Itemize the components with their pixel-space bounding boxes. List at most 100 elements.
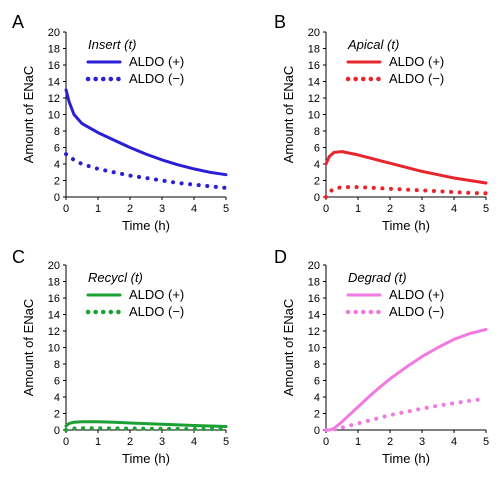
series-line-aldo-minus (324, 185, 488, 199)
y-tick-label: 14 (308, 310, 320, 322)
y-tick-label: 10 (308, 343, 320, 355)
x-tick-label: 5 (483, 436, 489, 448)
panel-letter: B (274, 12, 286, 32)
x-tick-label: 4 (191, 436, 197, 448)
series-line-aldo-plus (324, 150, 488, 185)
y-tick-label: 18 (308, 277, 320, 289)
chart-title: Recycl (t) (88, 270, 143, 285)
legend-label: ALDO (+) (129, 54, 184, 69)
y-tick-label: 4 (54, 159, 60, 171)
y-tick-label: 20 (308, 27, 320, 39)
y-tick-label: 18 (308, 44, 320, 56)
y-tick-label: 6 (54, 376, 60, 388)
y-tick-label: 12 (48, 326, 60, 338)
y-tick-label: 4 (314, 159, 320, 171)
y-tick-label: 12 (308, 326, 320, 338)
x-axis-title: Time (h) (382, 451, 430, 466)
y-tick-label: 16 (308, 60, 320, 72)
y-tick-label: 18 (48, 44, 60, 56)
x-tick-label: 5 (483, 203, 489, 215)
y-tick-label: 18 (48, 277, 60, 289)
y-tick-label: 20 (48, 27, 60, 39)
y-tick-label: 10 (48, 110, 60, 122)
chart-title: Insert (t) (88, 37, 136, 52)
x-tick-label: 5 (223, 436, 229, 448)
series-line-aldo-minus (64, 152, 228, 190)
y-axis-title: Amount of ENaC (21, 66, 36, 164)
y-tick-label: 20 (308, 260, 320, 272)
legend-label: ALDO (+) (389, 287, 444, 302)
y-tick-label: 0 (314, 192, 320, 204)
y-tick-label: 2 (314, 176, 320, 188)
y-tick-label: 16 (48, 293, 60, 305)
x-tick-label: 2 (127, 203, 133, 215)
y-tick-label: 16 (308, 293, 320, 305)
y-tick-label: 0 (54, 425, 60, 437)
x-tick-label: 4 (191, 203, 197, 215)
x-tick-label: 1 (95, 436, 101, 448)
x-tick-label: 2 (387, 203, 393, 215)
y-axis-title: Amount of ENaC (21, 299, 36, 397)
y-tick-label: 14 (48, 310, 60, 322)
x-tick-label: 4 (451, 436, 457, 448)
legend-label: ALDO (−) (389, 71, 444, 86)
y-tick-label: 2 (54, 409, 60, 421)
chart-title: Apical (t) (347, 37, 399, 52)
x-tick-label: 0 (63, 436, 69, 448)
chart-title: Degrad (t) (348, 270, 407, 285)
x-tick-label: 1 (355, 436, 361, 448)
x-tick-label: 3 (159, 203, 165, 215)
x-tick-label: 1 (355, 203, 361, 215)
series-line-aldo-minus (324, 396, 488, 432)
y-tick-label: 6 (54, 143, 60, 155)
y-tick-label: 14 (48, 77, 60, 89)
series-line-aldo-plus (324, 327, 488, 432)
x-tick-label: 1 (95, 203, 101, 215)
series-line-aldo-minus (64, 426, 228, 432)
x-tick-label: 5 (223, 203, 229, 215)
x-tick-label: 4 (451, 203, 457, 215)
x-tick-label: 0 (323, 203, 329, 215)
y-tick-label: 2 (314, 409, 320, 421)
y-axis-title: Amount of ENaC (281, 299, 296, 397)
y-tick-label: 8 (314, 126, 320, 138)
y-tick-label: 6 (314, 143, 320, 155)
x-axis-title: Time (h) (122, 218, 170, 233)
series-line-aldo-plus (64, 88, 228, 177)
legend-label: ALDO (−) (129, 304, 184, 319)
y-tick-label: 12 (308, 93, 320, 105)
x-tick-label: 3 (159, 436, 165, 448)
y-tick-label: 16 (48, 60, 60, 72)
x-tick-label: 0 (323, 436, 329, 448)
y-tick-label: 10 (48, 343, 60, 355)
panel-letter: A (12, 12, 24, 32)
panel-letter: C (12, 247, 25, 267)
y-tick-label: 20 (48, 260, 60, 272)
y-tick-label: 8 (314, 359, 320, 371)
x-tick-label: 2 (127, 436, 133, 448)
y-tick-label: 14 (308, 77, 320, 89)
y-tick-label: 6 (314, 376, 320, 388)
series-line-aldo-plus (64, 420, 228, 428)
legend-label: ALDO (+) (129, 287, 184, 302)
y-tick-label: 8 (54, 126, 60, 138)
legend-label: ALDO (−) (129, 71, 184, 86)
x-tick-label: 3 (419, 203, 425, 215)
y-tick-label: 10 (308, 110, 320, 122)
y-tick-label: 4 (314, 392, 320, 404)
legend-label: ALDO (−) (389, 304, 444, 319)
y-tick-label: 4 (54, 392, 60, 404)
legend-label: ALDO (+) (389, 54, 444, 69)
x-tick-label: 2 (387, 436, 393, 448)
y-tick-label: 8 (54, 359, 60, 371)
y-tick-label: 0 (314, 425, 320, 437)
x-axis-title: Time (h) (382, 218, 430, 233)
y-tick-label: 12 (48, 93, 60, 105)
y-tick-label: 2 (54, 176, 60, 188)
x-tick-label: 3 (419, 436, 425, 448)
y-axis-title: Amount of ENaC (281, 66, 296, 164)
